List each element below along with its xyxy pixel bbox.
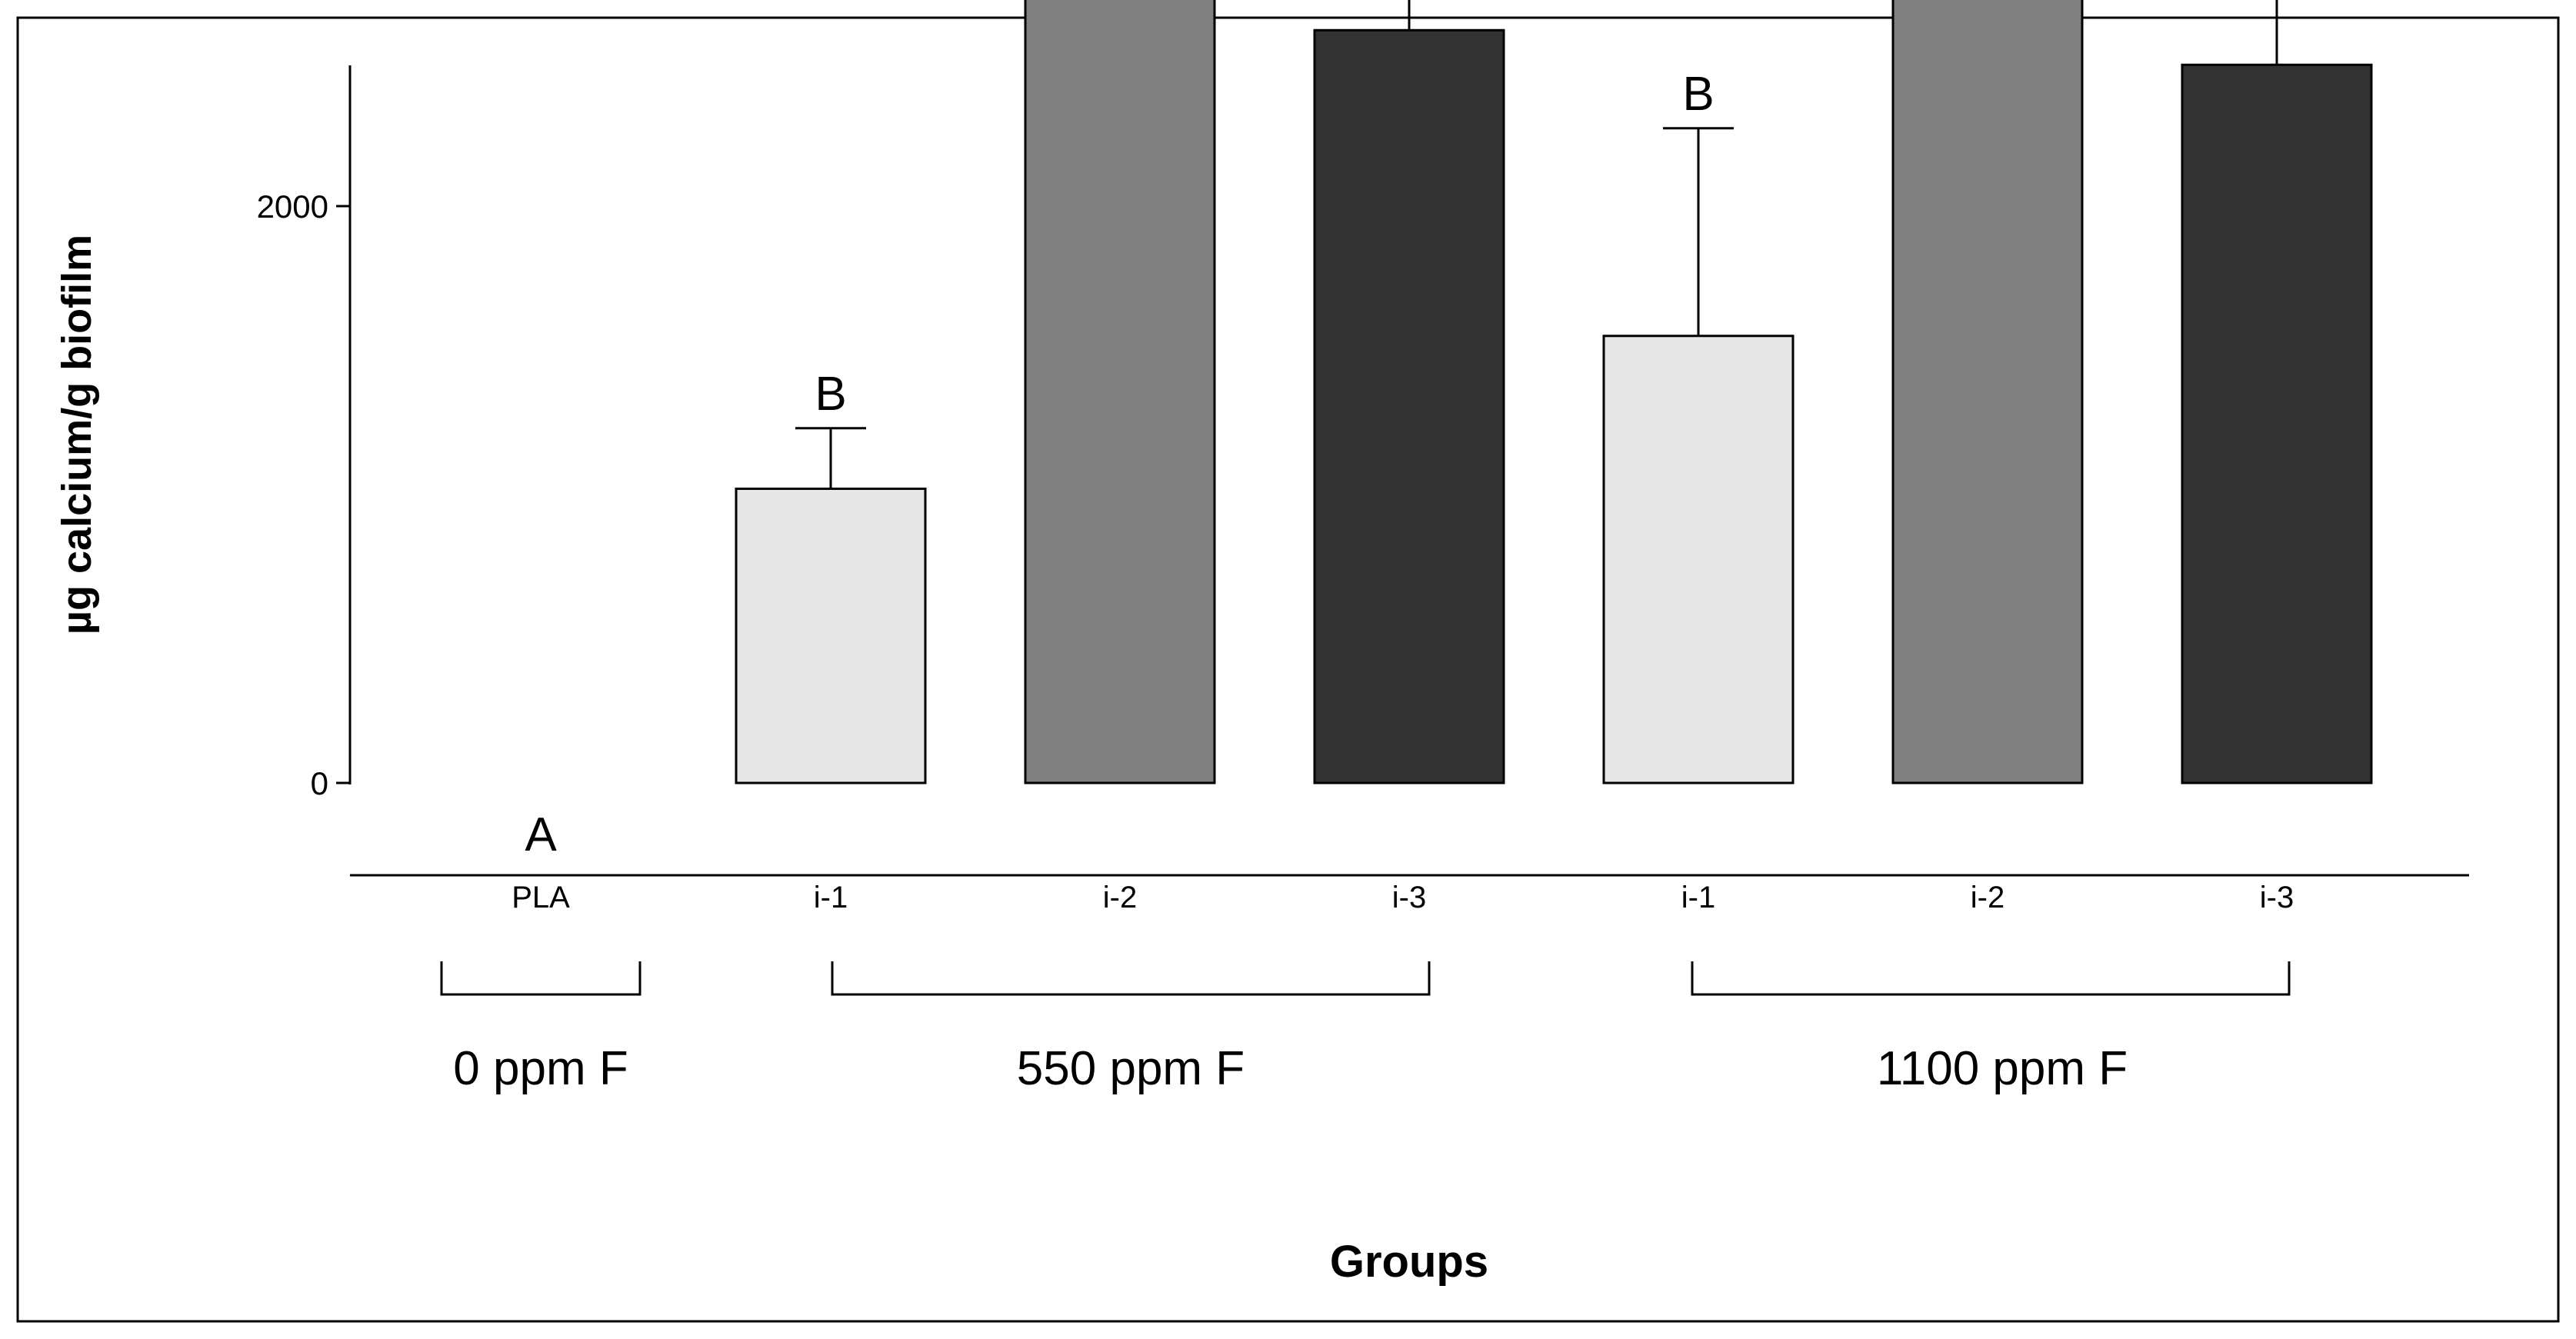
error-bars: [795, 0, 2278, 489]
x-tick-label: i-3: [1392, 881, 1426, 914]
group-bracket: [440, 961, 642, 996]
x-tick-label: i-2: [1971, 881, 2004, 914]
bar: [1313, 28, 1505, 784]
group-label: 1100 ppm F: [1877, 1042, 2128, 1095]
x-axis-title: Groups: [1330, 1237, 1488, 1287]
group-label: 550 ppm F: [1017, 1042, 1245, 1095]
significance-letter: B: [815, 368, 846, 421]
x-tick-label: i-3: [2260, 881, 2294, 914]
x-tick-label: PLA: [512, 881, 570, 914]
x-tick-label: i-1: [814, 881, 848, 914]
group-bracket: [831, 961, 1431, 996]
y-tick-label: 2000: [257, 188, 328, 225]
x-tick-label: i-1: [1681, 881, 1715, 914]
group-bracket: [1691, 961, 2291, 996]
bars: [735, 0, 2373, 784]
figure-border: [16, 16, 2560, 1323]
y-tick-label: 0: [311, 765, 328, 801]
bar: [1891, 0, 2084, 784]
significance-letters: ABCCBCC: [525, 68, 1714, 861]
bar: [2181, 63, 2373, 784]
x-tick-label: i-2: [1103, 881, 1137, 914]
bar: [1024, 0, 1216, 784]
group-label: 0 ppm F: [453, 1042, 628, 1095]
group-brackets: 0 ppm F 550 ppm F 1100 ppm F: [440, 961, 2291, 1095]
y-axis-title: µg calcium/g biofilm: [54, 235, 100, 635]
bar: [735, 488, 927, 784]
significance-letter: A: [525, 808, 557, 861]
y-ticks: 020004000: [257, 188, 350, 801]
x-tick-labels: PLA i-1 i-2 i-3 i-1 i-2 i-3: [512, 881, 2294, 914]
significance-letter: B: [1682, 68, 1714, 121]
bar: [1602, 335, 1795, 784]
